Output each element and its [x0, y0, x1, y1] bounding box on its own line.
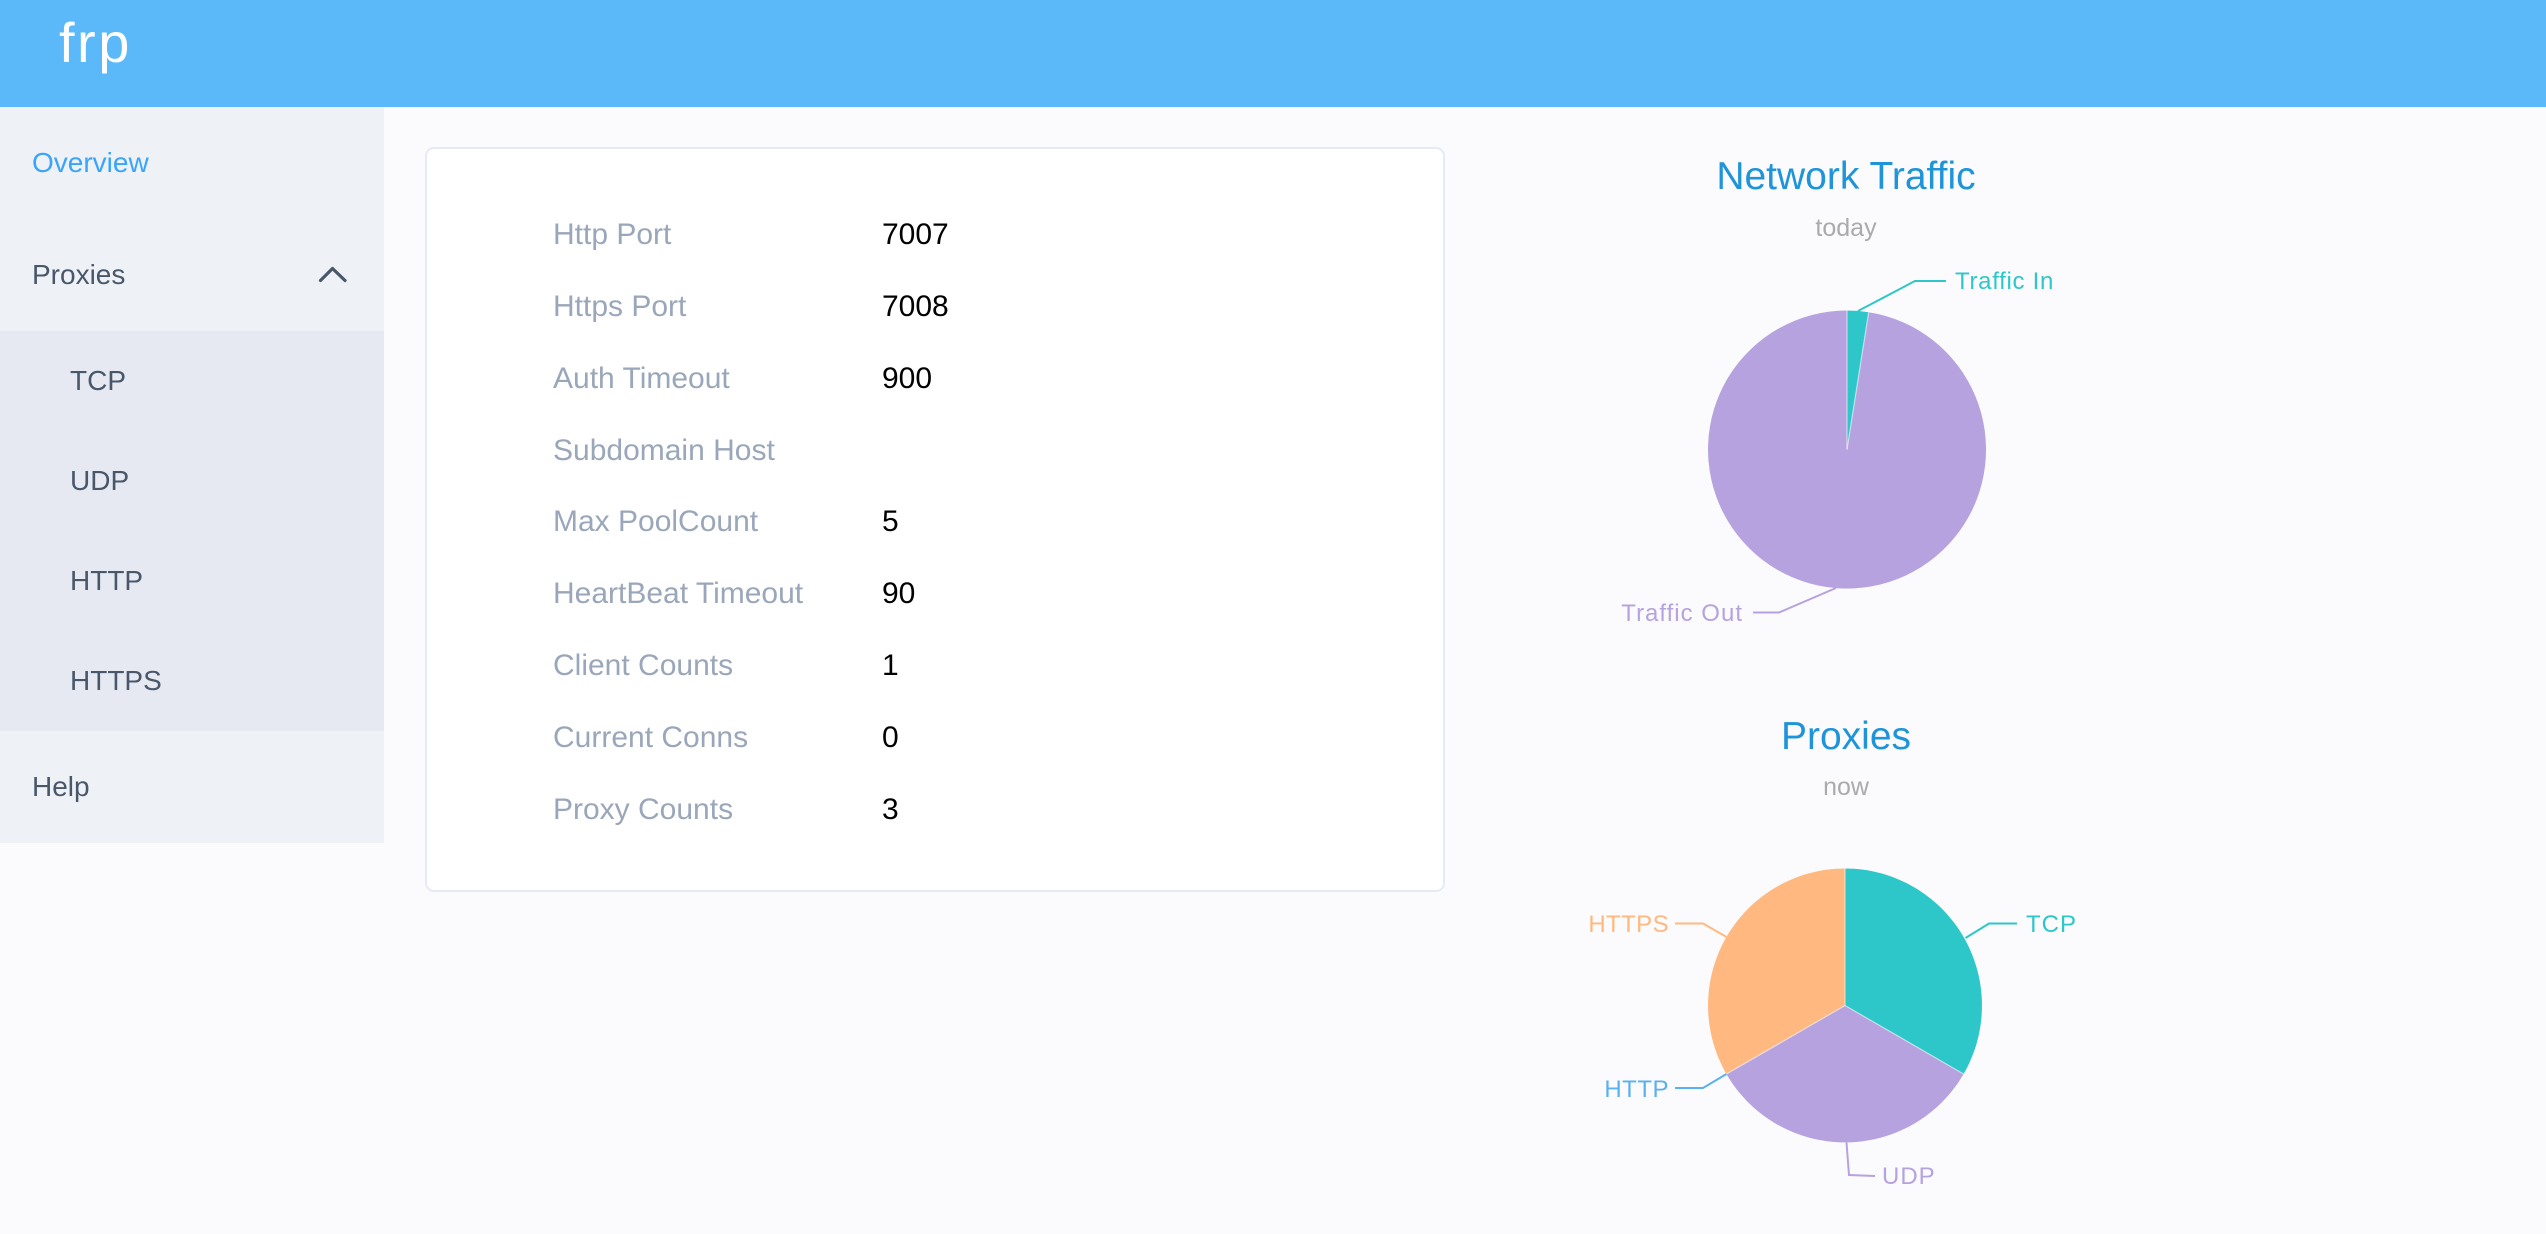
svg-text:now: now	[1823, 773, 1870, 801]
svg-text:TCP: TCP	[2026, 911, 2077, 938]
svg-text:HTTP: HTTP	[1604, 1076, 1669, 1103]
svg-text:HTTPS: HTTPS	[1588, 911, 1669, 938]
svg-text:UDP: UDP	[1882, 1163, 1936, 1190]
svg-text:Network Traffic: Network Traffic	[1716, 155, 1975, 198]
svg-text:Traffic Out: Traffic Out	[1621, 600, 1743, 627]
svg-text:Proxies: Proxies	[1781, 715, 1911, 758]
svg-text:Traffic In: Traffic In	[1955, 268, 2054, 295]
svg-text:today: today	[1815, 214, 1877, 242]
